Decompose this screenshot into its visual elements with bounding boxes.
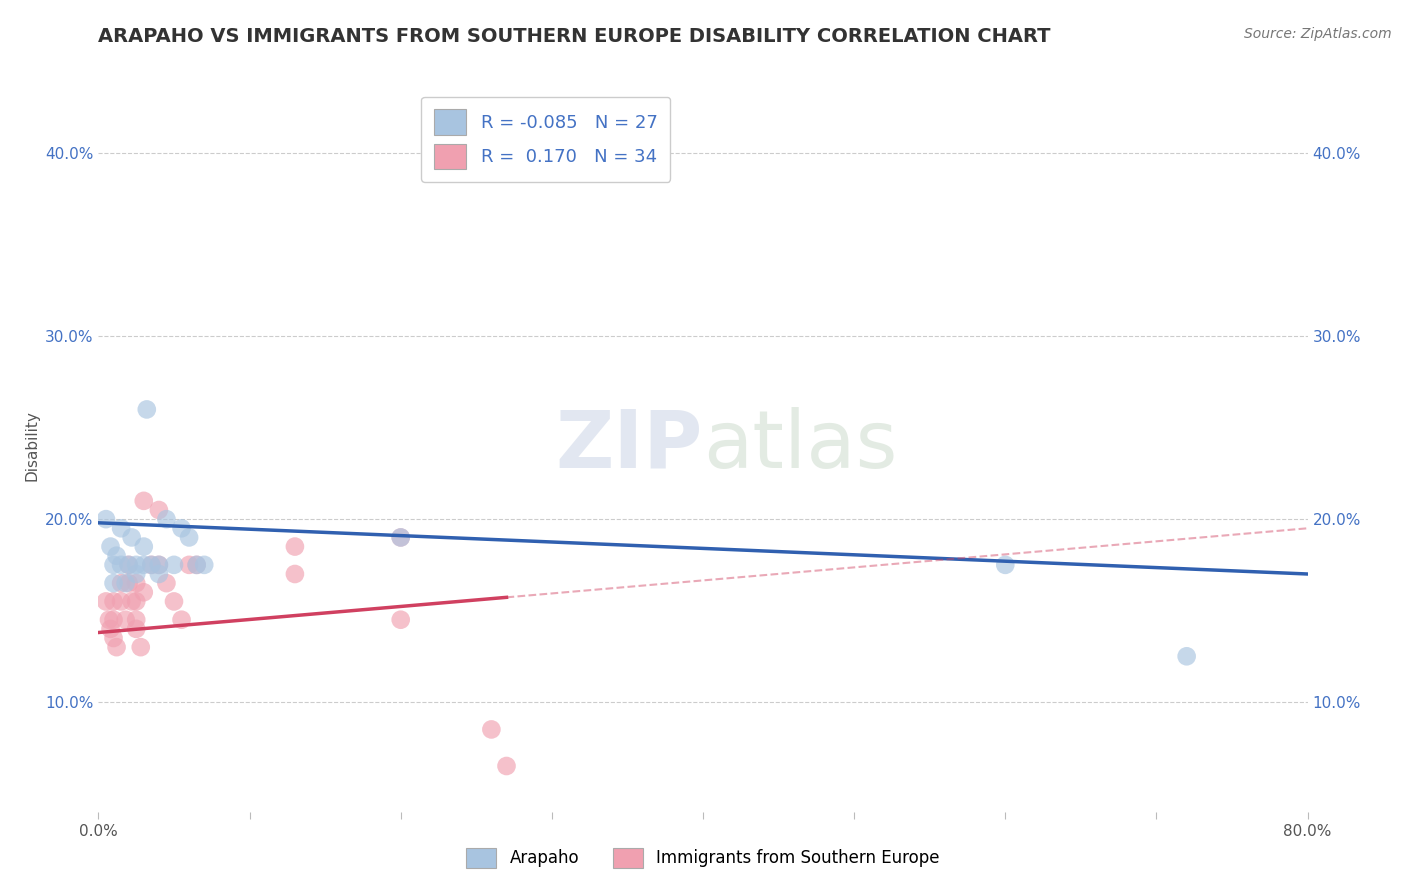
Point bbox=[110, 521, 132, 535]
Point bbox=[114, 576, 136, 591]
Point bbox=[148, 558, 170, 572]
Point bbox=[163, 594, 186, 608]
Point bbox=[100, 540, 122, 554]
Point bbox=[125, 558, 148, 572]
Point bbox=[110, 576, 132, 591]
Point bbox=[121, 594, 143, 608]
Point bbox=[994, 558, 1017, 572]
Point bbox=[129, 640, 152, 655]
Point bbox=[125, 613, 148, 627]
Point bbox=[98, 613, 121, 627]
Point bbox=[132, 558, 155, 572]
Point bbox=[148, 558, 170, 572]
Point bbox=[148, 567, 170, 582]
Y-axis label: Disability: Disability bbox=[24, 410, 39, 482]
Text: ZIP: ZIP bbox=[555, 407, 703, 485]
Point bbox=[103, 613, 125, 627]
Point bbox=[110, 594, 132, 608]
Point bbox=[284, 567, 307, 582]
Point bbox=[179, 530, 201, 544]
Point bbox=[155, 576, 177, 591]
Point bbox=[186, 558, 208, 572]
Point bbox=[100, 622, 122, 636]
Point bbox=[141, 558, 163, 572]
Point bbox=[121, 530, 143, 544]
Legend: Arapaho, Immigrants from Southern Europe: Arapaho, Immigrants from Southern Europe bbox=[460, 841, 946, 875]
Point bbox=[103, 631, 125, 645]
Point bbox=[103, 558, 125, 572]
Point bbox=[103, 594, 125, 608]
Point bbox=[94, 512, 117, 526]
Point bbox=[193, 558, 215, 572]
Text: Source: ZipAtlas.com: Source: ZipAtlas.com bbox=[1244, 27, 1392, 41]
Point bbox=[132, 494, 155, 508]
Point bbox=[105, 549, 128, 563]
Point bbox=[155, 512, 177, 526]
Point bbox=[389, 613, 412, 627]
Point bbox=[118, 576, 141, 591]
Point bbox=[1175, 649, 1198, 664]
Point bbox=[118, 558, 141, 572]
Point bbox=[125, 594, 148, 608]
Point bbox=[389, 530, 412, 544]
Point bbox=[125, 576, 148, 591]
Point bbox=[125, 567, 148, 582]
Point bbox=[125, 622, 148, 636]
Point bbox=[170, 521, 193, 535]
Point bbox=[118, 558, 141, 572]
Legend: R = -0.085   N = 27, R =  0.170   N = 34: R = -0.085 N = 27, R = 0.170 N = 34 bbox=[422, 96, 671, 182]
Point bbox=[163, 558, 186, 572]
Point bbox=[94, 594, 117, 608]
Point bbox=[132, 540, 155, 554]
Point bbox=[135, 402, 157, 417]
Point bbox=[481, 723, 503, 737]
Text: atlas: atlas bbox=[703, 407, 897, 485]
Point bbox=[110, 558, 132, 572]
Point bbox=[186, 558, 208, 572]
Point bbox=[148, 503, 170, 517]
Point bbox=[170, 613, 193, 627]
Point bbox=[389, 530, 412, 544]
Point bbox=[132, 585, 155, 599]
Point bbox=[103, 576, 125, 591]
Text: ARAPAHO VS IMMIGRANTS FROM SOUTHERN EUROPE DISABILITY CORRELATION CHART: ARAPAHO VS IMMIGRANTS FROM SOUTHERN EURO… bbox=[98, 27, 1050, 45]
Point bbox=[284, 540, 307, 554]
Point bbox=[105, 640, 128, 655]
Point bbox=[141, 558, 163, 572]
Point bbox=[179, 558, 201, 572]
Point bbox=[495, 759, 517, 773]
Point bbox=[114, 613, 136, 627]
